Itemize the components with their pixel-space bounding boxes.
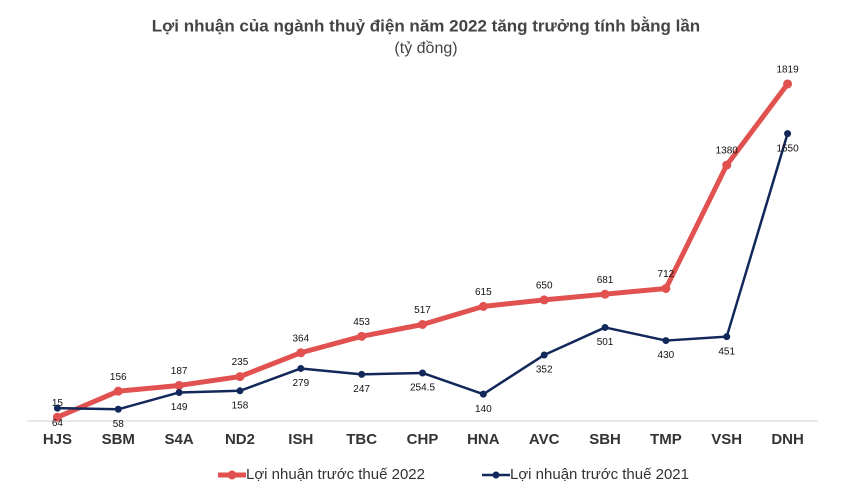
- point: [662, 337, 670, 345]
- point: [601, 323, 609, 331]
- point: [722, 160, 732, 170]
- point: [723, 333, 731, 341]
- point: [357, 331, 367, 341]
- point: [784, 130, 792, 138]
- point: [296, 348, 306, 358]
- point: [175, 388, 183, 396]
- value-label: 430: [658, 350, 675, 361]
- value-label: 501: [597, 337, 614, 348]
- value-label: 158: [232, 400, 249, 411]
- value-label: 140: [475, 404, 492, 415]
- point: [540, 351, 548, 359]
- value-label: 58: [113, 419, 125, 430]
- value-label: 1819: [776, 65, 799, 76]
- chart-title: Lợi nhuận của ngành thuỷ điện năm 2022 t…: [152, 16, 700, 35]
- x-tick-label: HNA: [467, 431, 500, 448]
- value-label: 279: [292, 378, 309, 389]
- x-tick-label: CHP: [407, 431, 439, 448]
- value-label: 650: [536, 281, 553, 292]
- value-label: 149: [171, 402, 188, 413]
- point: [297, 364, 305, 372]
- point: [174, 380, 184, 390]
- x-tick-label: DNH: [771, 431, 804, 448]
- legend-label: Lợi nhuận trước thuế 2022: [246, 466, 425, 483]
- value-label: 352: [536, 365, 553, 376]
- point: [783, 79, 793, 89]
- legend-marker: [492, 471, 500, 479]
- point: [52, 412, 62, 422]
- value-label: 451: [718, 346, 735, 357]
- value-label: 156: [110, 372, 127, 383]
- x-tick-label: TMP: [650, 431, 682, 448]
- value-label: 615: [475, 287, 492, 298]
- x-tick-label: VSH: [711, 431, 742, 448]
- value-label: 247: [353, 384, 370, 395]
- value-label: 254.5: [410, 383, 435, 394]
- x-tick-label: HJS: [43, 431, 72, 448]
- point: [419, 369, 426, 377]
- point: [235, 372, 245, 382]
- value-label: 364: [292, 333, 309, 344]
- value-label: 453: [353, 317, 370, 328]
- value-label: 15: [52, 398, 64, 409]
- point: [479, 390, 487, 398]
- value-label: 681: [597, 275, 614, 286]
- x-tick-label: ISH: [288, 431, 313, 448]
- x-tick-label: SBH: [589, 431, 621, 448]
- point: [418, 319, 427, 329]
- value-label: 1550: [776, 143, 799, 154]
- legend-marker: [227, 470, 237, 480]
- x-tick-label: S4A: [165, 431, 194, 448]
- chart-subtitle: (tỷ đồng): [394, 40, 457, 57]
- point: [600, 289, 610, 299]
- point: [53, 404, 61, 412]
- x-tick-label: TBC: [346, 431, 377, 448]
- value-label: 187: [171, 366, 188, 377]
- point: [358, 370, 366, 378]
- point: [661, 283, 671, 293]
- x-tick-label: SBM: [102, 431, 135, 448]
- point: [478, 301, 488, 311]
- point: [539, 295, 549, 305]
- value-label: 235: [232, 357, 249, 368]
- point: [236, 387, 244, 395]
- value-label: 64: [52, 418, 64, 429]
- point: [114, 405, 122, 413]
- series-line: [57, 133, 789, 411]
- legend-label: Lợi nhuận trước thuế 2021: [510, 466, 689, 483]
- value-label: 517: [414, 305, 431, 316]
- x-tick-label: AVC: [529, 431, 560, 448]
- point: [113, 386, 123, 396]
- series-line: [56, 82, 790, 420]
- x-tick-label: ND2: [225, 431, 255, 448]
- value-label: 712: [658, 269, 675, 280]
- value-label: 1380: [716, 146, 739, 157]
